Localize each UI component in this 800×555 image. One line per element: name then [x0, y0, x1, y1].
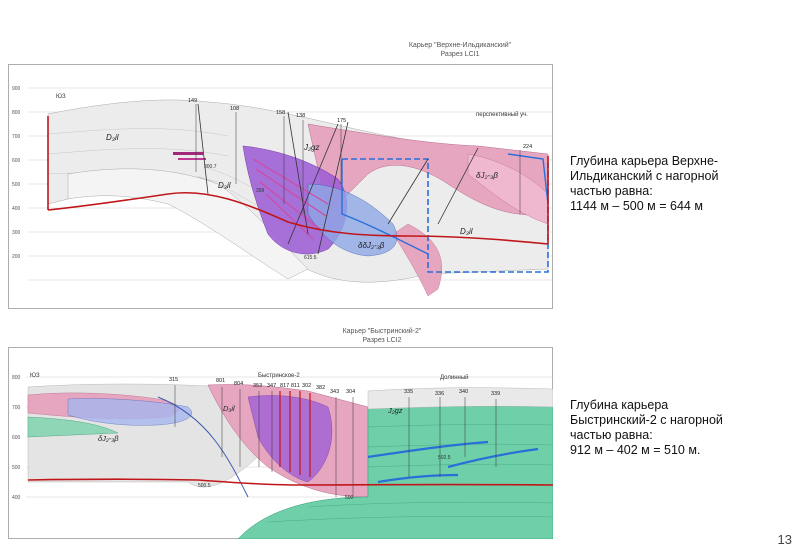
- depth-value: 300.7: [204, 164, 217, 170]
- unit-label: D₃il: [106, 133, 119, 142]
- blue-zone: [67, 398, 192, 426]
- unit-label: J₂gz: [387, 406, 403, 415]
- well-label: 336: [435, 391, 444, 397]
- depth-label: 800: [12, 375, 21, 381]
- pink-intrusion: [307, 123, 549, 216]
- depth-value: 500.5: [198, 483, 211, 489]
- well-label: 347: [267, 383, 276, 389]
- depth-label: 600: [12, 435, 21, 441]
- depth-label: 600: [12, 158, 21, 164]
- depth-label: 700: [12, 134, 21, 140]
- description-line: 912 м – 402 м = 510 м.: [570, 443, 701, 457]
- depth-label: 400: [12, 206, 21, 212]
- unit-label: D₃il: [218, 181, 231, 190]
- depth-label: 700: [12, 405, 21, 411]
- description-line: Быстринский-2 с нагорной: [570, 413, 723, 427]
- depth-value: 502.5: [438, 455, 451, 461]
- depth-label: 400: [12, 495, 21, 501]
- well-label: 108: [230, 106, 239, 112]
- depth-label: 300: [12, 230, 21, 236]
- unit-label: D₃il: [460, 227, 473, 236]
- red-line: [27, 478, 553, 486]
- well-label: 382: [316, 385, 325, 391]
- description-line: Глубина карьера Верхне-: [570, 154, 719, 168]
- description-line: частью равна:: [570, 428, 653, 442]
- section1-diagram: 900 800 700 600 500 400 300 200: [8, 64, 553, 309]
- well-label: 304: [346, 389, 355, 395]
- description-line: Глубина карьера: [570, 398, 669, 412]
- side-label: ЮЗ: [30, 373, 40, 379]
- well-label: 315: [169, 377, 178, 383]
- well-label: 175: [337, 118, 346, 124]
- ore-marker: [173, 152, 203, 155]
- page-number: 13: [777, 532, 792, 547]
- ore-marker: [178, 158, 206, 160]
- area-label: перспективный уч.: [476, 111, 528, 118]
- well-label: 801: [216, 378, 225, 384]
- section1-subtitle: Разрез LCI1: [440, 51, 480, 58]
- red-line: [47, 191, 549, 245]
- side-label: ЮЗ: [56, 94, 66, 100]
- area-label: Долинный: [440, 374, 468, 381]
- area-label: Быстринское-2: [258, 373, 300, 379]
- depth-label: 800: [12, 110, 21, 116]
- well-label: 158: [276, 110, 285, 116]
- pit-outline: [341, 159, 429, 255]
- depth-label: 500: [12, 465, 21, 471]
- well-label: 804: [234, 381, 243, 387]
- unit-label: D₃il: [223, 404, 235, 413]
- description-line: Ильдиканский с нагорной: [570, 169, 719, 183]
- unit-label: δJ₂-₃β: [476, 171, 498, 180]
- depth-label: 200: [12, 254, 21, 260]
- well-label: 811: [291, 383, 300, 389]
- depth-value: 500: [345, 495, 354, 501]
- section2-title: Карьер "Быстринский-2": [342, 328, 422, 335]
- description-line: 1144 м – 500 м = 644 м: [570, 199, 703, 213]
- unit-label: δδJ₂-₃β: [358, 241, 385, 250]
- well-label: 149: [188, 98, 197, 104]
- well-label: 353: [253, 383, 262, 389]
- well-label: 335: [404, 389, 413, 395]
- section2-subtitle: Разрез LCI2: [362, 337, 402, 344]
- description-line: частью равна:: [570, 184, 653, 198]
- unit-label: J₂gz: [303, 143, 320, 152]
- depth-label: 900: [12, 86, 21, 92]
- well-label: 138: [296, 113, 305, 119]
- brick-layer: [67, 168, 309, 280]
- section2-diagram: 800 700 600 500 400: [8, 347, 553, 539]
- well-label: 302: [302, 383, 311, 389]
- unit-label: δJ₂-₃β: [98, 434, 119, 443]
- depth-value: 615.5: [304, 255, 317, 261]
- depth-label: 500: [12, 182, 21, 188]
- green-layer-left: [27, 416, 119, 438]
- well-label: 224: [523, 144, 532, 150]
- description-2: Глубина карьера Быстринский-2 с нагорной…: [570, 398, 790, 458]
- gray-strata-right: [367, 387, 553, 410]
- section1-title: Карьер "Верхне-Ильдиканский": [408, 42, 512, 49]
- well-label: 817: [280, 383, 289, 389]
- well-label: 340: [459, 389, 468, 395]
- well-label: 339: [491, 391, 500, 397]
- well-label: 343: [330, 389, 339, 395]
- pit-outline-right: [507, 153, 549, 205]
- depth-value: 399: [256, 188, 265, 194]
- description-1: Глубина карьера Верхне- Ильдиканский с н…: [570, 154, 790, 214]
